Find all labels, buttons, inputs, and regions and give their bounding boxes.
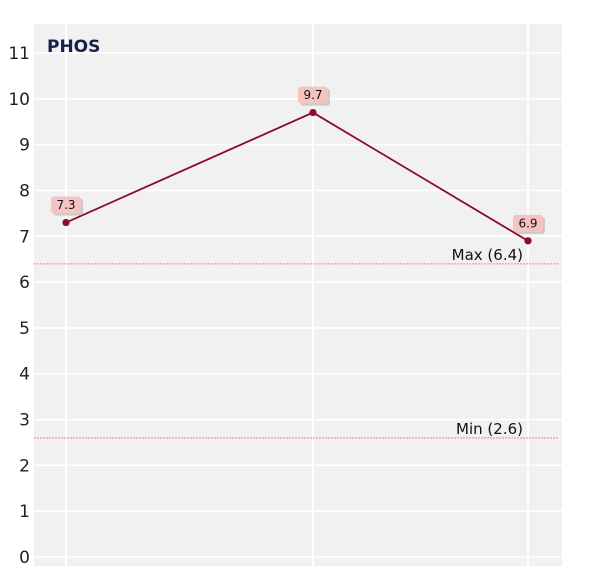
y-tick-label: 8 [19,181,30,201]
reference-line-label: Min (2.6) [456,420,523,438]
y-tick-label: 0 [19,548,30,566]
y-tick-label: 1 [19,502,30,522]
y-tick-label: 10 [8,90,30,110]
plot-area [34,24,562,566]
y-axis: 0 1 2 3 4 5 6 7 8 9 10 11 [8,44,30,566]
y-tick-label: 3 [19,411,30,431]
reference-lines: Max (6.4) Min (2.6) [34,246,558,439]
y-tick-label: 9 [19,136,30,156]
y-tick-label: 6 [19,273,30,293]
data-point [309,108,317,117]
data-label: 6.9 [518,216,537,230]
data-point [62,218,70,227]
reference-line-label: Max (6.4) [452,246,523,264]
data-label-box [51,196,81,214]
data-label: 7.3 [56,198,75,212]
y-tick-label: 7 [19,227,30,247]
data-label: 9.7 [303,88,322,102]
data-point [524,237,532,245]
y-tick-label: 11 [8,44,30,64]
y-tick-label: 4 [19,365,30,385]
data-label-box [298,86,328,104]
data-points [62,108,532,245]
y-tick-label: 2 [19,456,30,476]
horizontal-gridlines [34,52,562,558]
data-labels: 7.3 9.7 6.9 [51,86,545,234]
chart-title: PHOS [47,37,100,57]
data-label-box [513,214,543,232]
y-tick-label: 5 [19,319,30,339]
